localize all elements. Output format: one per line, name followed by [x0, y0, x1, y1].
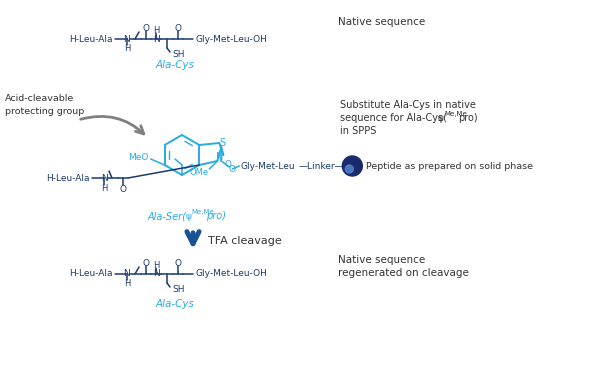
Text: N: N [124, 34, 130, 44]
Text: ψ: ψ [186, 212, 192, 221]
Text: ψ: ψ [438, 114, 444, 123]
Text: H: H [153, 25, 159, 34]
Text: Ala-Cys: Ala-Cys [155, 60, 194, 70]
Text: Native sequence: Native sequence [338, 255, 425, 265]
Text: O: O [175, 258, 182, 267]
Text: MeO: MeO [128, 152, 149, 162]
Text: O: O [143, 258, 149, 267]
Text: O: O [175, 24, 182, 33]
Text: SH: SH [172, 285, 185, 294]
Text: Acid-cleavable
protecting group: Acid-cleavable protecting group [5, 94, 84, 116]
Text: Gly-Met-Leu-OH: Gly-Met-Leu-OH [195, 270, 267, 278]
Text: H-Leu-Ala: H-Leu-Ala [70, 270, 113, 278]
Text: TFA cleavage: TFA cleavage [208, 236, 282, 246]
Text: in SPPS: in SPPS [340, 126, 376, 136]
Text: pro): pro) [458, 113, 478, 123]
Text: S: S [219, 138, 226, 148]
Text: pro): pro) [206, 211, 226, 221]
Text: Me,Me: Me,Me [444, 111, 467, 117]
Text: N: N [215, 152, 223, 162]
Text: sequence for Ala-Cys(: sequence for Ala-Cys( [340, 113, 447, 123]
Text: —Linker—: —Linker— [298, 162, 344, 171]
Text: Native sequence: Native sequence [338, 17, 425, 27]
Text: Me,Me: Me,Me [191, 209, 214, 215]
Text: H-Leu-Ala: H-Leu-Ala [70, 34, 113, 44]
Circle shape [343, 156, 362, 176]
Text: H: H [124, 44, 130, 53]
Text: Gly-Met-Leu-OH: Gly-Met-Leu-OH [195, 34, 267, 44]
Text: H: H [124, 278, 130, 287]
Text: O: O [119, 185, 127, 194]
Text: regenerated on cleavage: regenerated on cleavage [338, 268, 469, 278]
Text: N: N [152, 270, 160, 278]
Text: O: O [224, 160, 232, 169]
Text: O: O [143, 24, 149, 33]
Text: Substitute Ala-Cys in native: Substitute Ala-Cys in native [340, 100, 476, 110]
Text: Gly-Met-Leu: Gly-Met-Leu [241, 162, 295, 171]
Text: N: N [152, 34, 160, 44]
Text: N: N [101, 174, 107, 183]
Text: N: N [124, 270, 130, 278]
Text: Peptide as prepared on solid phase: Peptide as prepared on solid phase [367, 162, 533, 171]
Text: Ala-Cys: Ala-Cys [155, 299, 194, 309]
Circle shape [346, 165, 353, 173]
Text: H: H [101, 183, 107, 192]
Text: OMe: OMe [189, 167, 208, 176]
Text: Ala-Ser(: Ala-Ser( [148, 211, 187, 221]
Text: H-Leu-Ala: H-Leu-Ala [47, 174, 90, 183]
Text: H: H [153, 261, 159, 270]
Text: O: O [229, 165, 236, 174]
Text: SH: SH [172, 49, 185, 58]
